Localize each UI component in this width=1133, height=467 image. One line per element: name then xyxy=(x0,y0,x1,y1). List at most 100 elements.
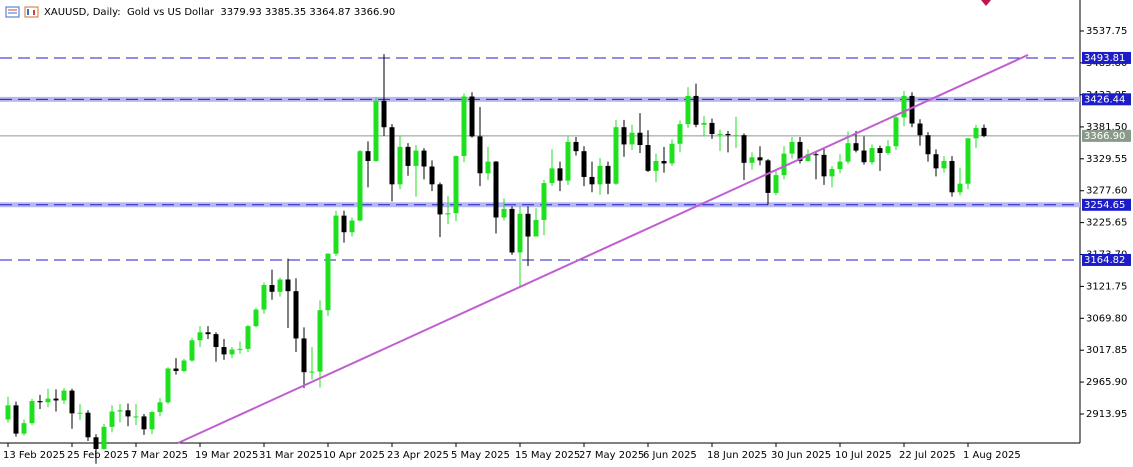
y-tick-label: 3069.80 xyxy=(1086,313,1127,324)
candle-body xyxy=(165,368,171,403)
price-label-box xyxy=(1082,129,1131,142)
x-tick-label: 25 Feb 2025 xyxy=(67,450,129,461)
candle-body xyxy=(261,285,267,310)
candle-body xyxy=(349,220,355,233)
candle-body xyxy=(973,127,979,139)
candle-body xyxy=(333,215,339,254)
candle-body xyxy=(525,213,531,237)
candle-body xyxy=(301,338,307,373)
candle-body xyxy=(925,135,931,155)
candle-body xyxy=(469,96,475,137)
candle-body xyxy=(125,410,131,417)
candle-body xyxy=(557,168,563,181)
candle-body xyxy=(85,412,91,438)
candle-body xyxy=(317,310,323,372)
y-tick-label: 3277.60 xyxy=(1086,186,1127,197)
candle-body xyxy=(821,154,827,177)
y-tick-label: 3121.75 xyxy=(1086,281,1127,292)
candle-body xyxy=(117,410,123,412)
candle-body xyxy=(877,148,883,154)
candle-body xyxy=(141,416,147,430)
x-tick-label: 23 Apr 2025 xyxy=(387,450,449,461)
candle-body xyxy=(573,141,579,152)
price-label: 3366.90 xyxy=(1084,131,1125,142)
candle-body xyxy=(773,175,779,193)
candle-body xyxy=(397,146,403,185)
candle-body xyxy=(701,122,707,125)
candle-body xyxy=(453,156,459,214)
candle-body xyxy=(605,165,611,184)
candle-body xyxy=(213,334,219,348)
candle-body xyxy=(293,291,299,339)
candle-body xyxy=(677,124,683,144)
candle-body xyxy=(725,133,731,136)
candle-body xyxy=(909,95,915,124)
x-tick-label: 7 Mar 2025 xyxy=(131,450,188,461)
candle-body xyxy=(949,160,955,193)
candle-body xyxy=(901,95,907,118)
hline-label-box xyxy=(1082,51,1131,64)
x-tick-label: 1 Aug 2025 xyxy=(963,450,1021,461)
candle-body xyxy=(845,143,851,162)
candle-body xyxy=(373,100,379,161)
candle-body xyxy=(413,150,419,166)
candle-body xyxy=(933,154,939,169)
candle-body xyxy=(549,168,555,184)
x-tick-label: 15 May 2025 xyxy=(515,450,580,461)
candle-body xyxy=(653,160,659,171)
candle-body xyxy=(269,285,275,292)
candle-body xyxy=(637,132,643,146)
hline-label-box xyxy=(1082,253,1131,266)
candle-body xyxy=(437,184,443,215)
candle-body xyxy=(277,279,283,292)
candle-body xyxy=(533,219,539,237)
x-tick-label: 10 Jul 2025 xyxy=(835,450,892,461)
candle-body xyxy=(461,96,467,157)
candle-body xyxy=(613,127,619,184)
candle-body xyxy=(77,412,83,414)
candle-body xyxy=(173,368,179,371)
candle-body xyxy=(837,161,843,169)
candle-body xyxy=(309,371,315,373)
hline-label: 3493.81 xyxy=(1084,53,1125,64)
icon xyxy=(24,6,39,18)
candle-body xyxy=(285,279,291,292)
candle-body xyxy=(661,160,667,164)
candle-body xyxy=(445,213,451,215)
candle-body xyxy=(381,100,387,128)
candle-body xyxy=(869,148,875,163)
candle-body xyxy=(157,402,163,413)
x-tick-label: 6 Jun 2025 xyxy=(643,450,697,461)
candle-body xyxy=(965,138,971,184)
candle-body xyxy=(237,348,243,350)
candle-body xyxy=(509,208,515,253)
candle-body xyxy=(685,95,691,125)
candle-body xyxy=(149,412,155,430)
candle-body xyxy=(365,151,371,161)
candle-body xyxy=(253,309,259,327)
candle-body xyxy=(749,157,755,163)
candle-body xyxy=(133,416,139,418)
candle-body xyxy=(645,145,651,171)
candle-body xyxy=(853,143,859,151)
candle-body xyxy=(493,161,499,218)
candle-body xyxy=(789,141,795,154)
candle-body xyxy=(69,390,75,414)
candle-body xyxy=(957,183,963,193)
candle-body xyxy=(189,340,195,361)
candle-body xyxy=(421,150,427,167)
hline-label: 3254.65 xyxy=(1084,200,1125,211)
candle-body xyxy=(357,151,363,221)
candle-body xyxy=(893,117,899,147)
candle-body xyxy=(29,401,35,424)
candle-body xyxy=(541,183,547,220)
x-tick-label: 10 Apr 2025 xyxy=(323,450,385,461)
candle-body xyxy=(5,405,11,420)
y-tick-label: 2913.95 xyxy=(1086,409,1127,420)
candle-body xyxy=(341,215,347,233)
candle-body xyxy=(717,133,723,135)
candle-body xyxy=(485,161,491,174)
candle-body xyxy=(13,405,19,434)
x-tick-label: 22 Jul 2025 xyxy=(899,450,956,461)
